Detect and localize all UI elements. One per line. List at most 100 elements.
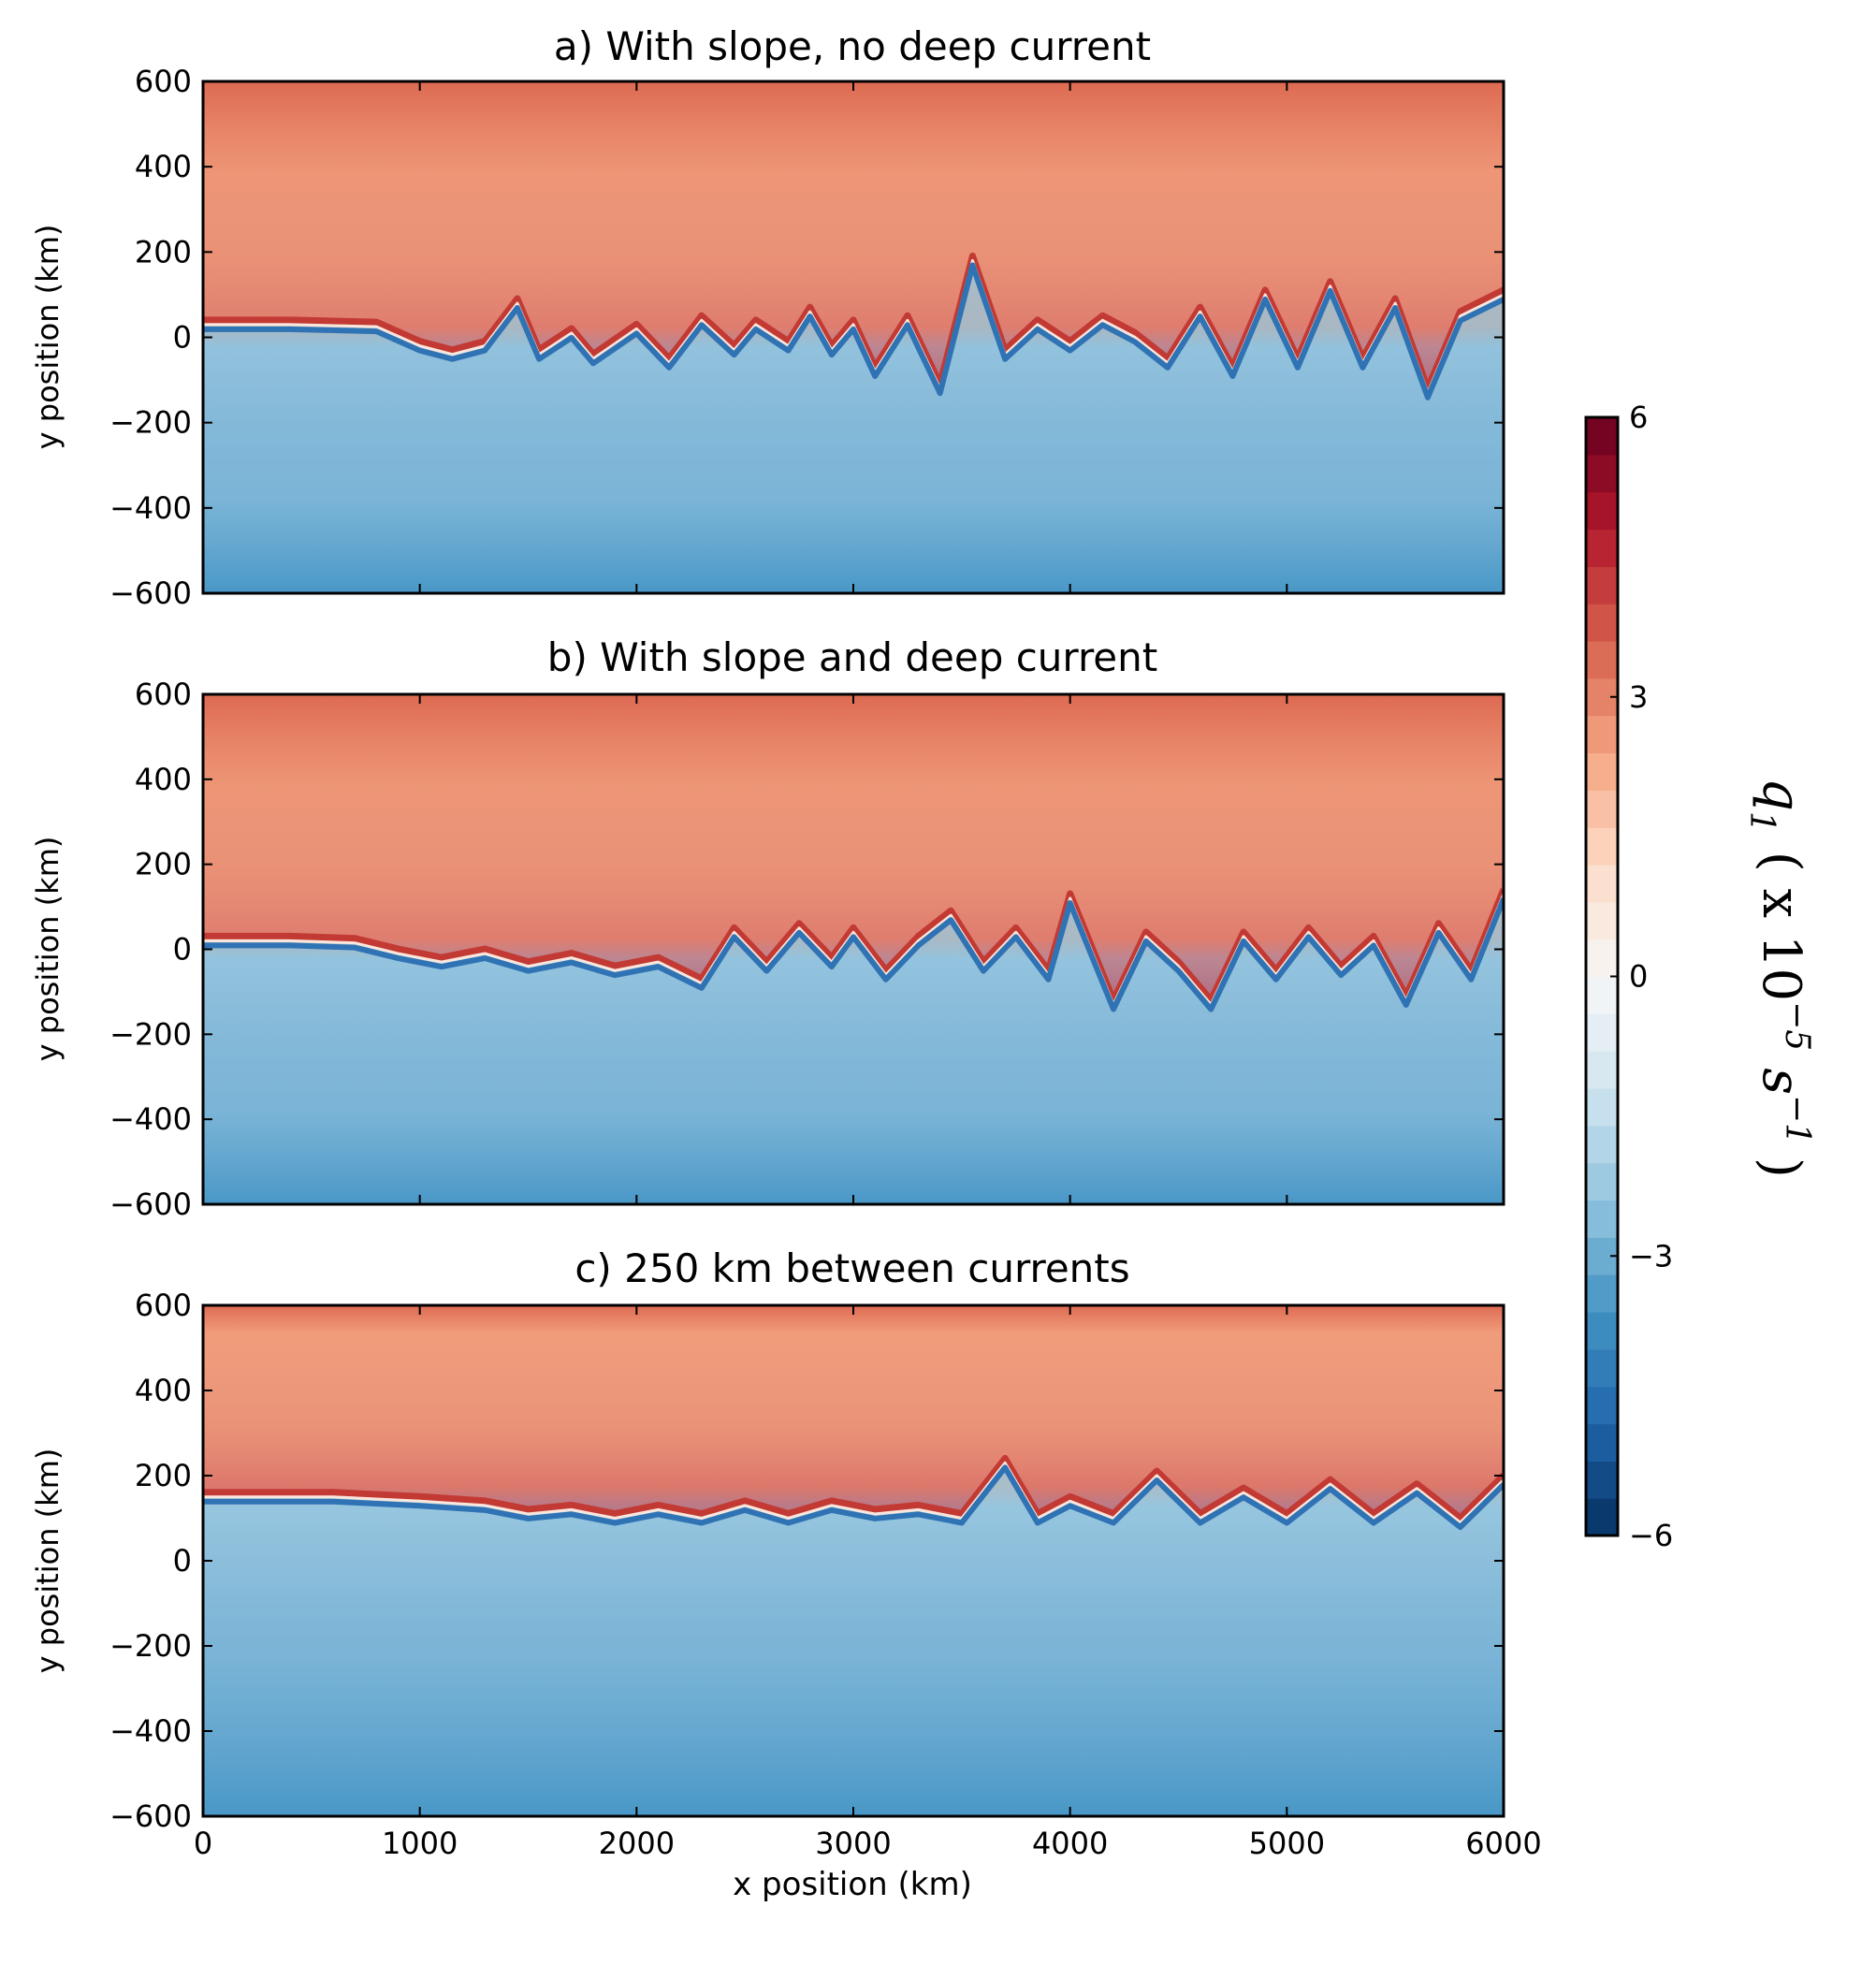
colorbar-label-sub: 1 [1742,811,1781,833]
panel-a-heatmap [203,81,1504,593]
front-upper-region [203,1305,1504,1523]
colorbar-label-unit-exp: −1 [1778,1095,1816,1144]
jet-rim [203,1461,1504,1524]
y-tick-label: −400 [109,1713,192,1749]
y-tick-label: 600 [135,1288,192,1323]
panel-a-title: a) With slope, no deep current [554,23,1151,69]
colorbar-tick-label: −6 [1629,1518,1673,1553]
panel-c-y-label: y position (km) [30,1448,65,1674]
panel-c-heatmap [203,1305,1504,1816]
jet-blue-edge [203,1464,1504,1531]
colorbar-tick-label: 6 [1629,400,1648,435]
y-tick-label: 200 [135,1458,192,1493]
colorbar-level [1586,417,1618,456]
panel-b: b) With slope and deep current 600 400 200… [30,634,1505,1222]
y-tick-label: 0 [173,1543,192,1579]
x-axis-label: x position (km) [733,1866,972,1903]
colorbar-level [1586,1274,1618,1313]
colorbar-level [1586,1088,1618,1127]
y-tick-label: −600 [109,575,192,611]
x-tick-label: 0 [194,1826,212,1861]
colorbar-level [1586,939,1618,978]
panel-b-heatmap [203,694,1504,1204]
panel-a-y-label: y position (km) [30,225,65,450]
colorbar-level [1586,1386,1618,1425]
panel-c-x-ticks: 0 1000 2000 3000 4000 5000 6000 [194,1305,1542,1861]
colorbar-level [1586,1162,1618,1201]
x-tick-label: 3000 [815,1826,891,1861]
x-tick-label: 1000 [382,1826,458,1861]
y-tick-label: 400 [135,762,192,797]
front-upper-region [203,694,1504,1005]
panel-a-y-ticks: 600 400 200 0 −200 −400 −600 [109,64,1504,611]
y-tick-label: −200 [109,1016,192,1052]
colorbar-tick-label: 3 [1629,679,1648,715]
y-tick-label: 600 [135,64,192,99]
colorbar-ticks: 6 3 0 −3 −6 [1610,400,1673,1553]
colorbar-level [1586,752,1618,791]
colorbar-label-close: ) [1751,1157,1811,1178]
jet-blue-edge [203,262,1504,400]
colorbar: 6 3 0 −3 −6 q1 ( x 10−5 s−1) [1584,400,1816,1553]
colorbar-label-factor: ( x 10 [1751,852,1811,1001]
y-tick-label: −400 [109,1101,192,1137]
jet-red-edge [203,252,1504,392]
colorbar-label: q1 ( x 10−5 s−1) [1742,778,1816,1178]
colorbar-level [1586,491,1618,531]
colorbar-level [1586,715,1618,754]
y-tick-label: 200 [135,234,192,269]
x-tick-label: 6000 [1465,1826,1541,1861]
y-tick-label: −400 [109,490,192,526]
y-tick-label: 600 [135,677,192,712]
panel-b-title: b) With slope and deep current [547,634,1157,680]
jet-red-edge [203,888,1504,1004]
colorbar-level [1586,827,1618,866]
colorbar-level [1586,1125,1618,1164]
panel-b-y-label: y position (km) [30,837,65,1062]
colorbar-level [1586,865,1618,903]
colorbar-tick-label: −3 [1629,1238,1673,1274]
panel-c: c) 250 km between currents 6004002000−20… [30,1245,1542,1903]
colorbar-level [1586,1013,1618,1052]
panel-c-y-ticks: 600 400 200 0 −200 −400 −600 [109,1288,1504,1834]
colorbar-level [1586,604,1618,642]
panel-a: a) With slope, no deep current 600 400 200… [30,23,1505,611]
colorbar-level [1586,1498,1618,1536]
colorbar-label-unit: s [1751,1068,1811,1095]
y-tick-label: −600 [109,1186,192,1222]
svg-text:q1( x 10−5s−1): q1 ( x 10−5 s−1) [1742,778,1816,1178]
x-tick-label: 5000 [1249,1826,1325,1861]
y-tick-label: 200 [135,847,192,882]
x-tick-label: 4000 [1032,1826,1108,1861]
panel-c-title: c) 250 km between currents [574,1245,1129,1291]
front-upper-region [203,81,1504,393]
y-tick-label: −200 [109,405,192,441]
y-tick-label: 0 [173,932,192,968]
y-tick-label: 400 [135,149,192,184]
y-tick-label: −200 [109,1628,192,1664]
jet-red-edge [203,1454,1504,1521]
colorbar-level [1586,1200,1618,1238]
colorbar-level [1586,901,1618,940]
y-tick-label: −600 [109,1798,192,1834]
colorbar-level [1586,976,1618,1014]
colorbar-level [1586,1461,1618,1499]
front-lower-region [203,1463,1504,1816]
colorbar-gradient [1586,417,1618,1536]
colorbar-level [1586,529,1618,567]
colorbar-label-exp: −5 [1778,1001,1816,1051]
y-tick-label: 400 [135,1373,192,1408]
colorbar-level [1586,641,1618,679]
colorbar-level [1586,790,1618,828]
colorbar-level [1586,1423,1618,1462]
x-tick-label: 2000 [599,1826,675,1861]
jet-rim [203,893,1504,1007]
colorbar-label-q: q [1751,778,1811,811]
colorbar-level [1586,1051,1618,1089]
colorbar-level [1586,1312,1618,1350]
y-tick-label: 0 [173,320,192,356]
colorbar-level [1586,566,1618,604]
colorbar-level [1586,1348,1618,1388]
front-lower-region [203,260,1504,593]
